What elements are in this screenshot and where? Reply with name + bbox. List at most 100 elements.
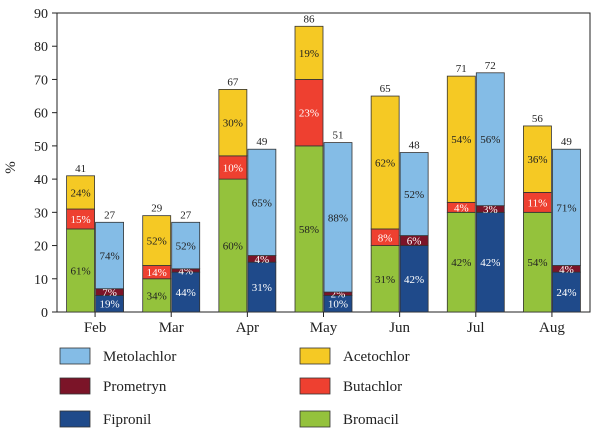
bar-total-label: 51 <box>333 130 344 142</box>
legend-swatch <box>59 347 91 365</box>
bar-segment-acetochlor <box>370 95 400 230</box>
y-tick-label: 50 <box>34 140 48 155</box>
bar-total-label: 72 <box>485 60 496 72</box>
data-label: 30% <box>223 118 243 130</box>
data-label: 36% <box>527 154 547 166</box>
data-label: 34% <box>147 290 167 302</box>
x-tick-label: Mar <box>159 320 184 336</box>
legend-swatch <box>299 377 331 395</box>
bar-total-label: 41 <box>75 163 86 175</box>
bar-segment-metolachlor <box>552 148 581 266</box>
x-tick-label: May <box>310 320 338 336</box>
bar-total-label: 49 <box>256 136 268 148</box>
x-tick-label: Jun <box>389 320 410 336</box>
bar-segment-bromacil <box>294 145 324 313</box>
legend: Metolachlor Acetochlor Prometryn Butachlor F… <box>59 347 410 428</box>
bar-segment-bromacil <box>142 278 172 313</box>
bar-total-label: 48 <box>409 140 421 152</box>
data-label: 65% <box>252 197 272 209</box>
bar-segment-fipronil <box>475 211 505 313</box>
y-tick-label: 0 <box>41 306 48 321</box>
y-tick-label: 90 <box>34 7 48 22</box>
data-label: 54% <box>451 134 471 146</box>
data-label: 31% <box>252 282 272 294</box>
bar-total-label: 56 <box>532 113 544 125</box>
data-label: 58% <box>299 224 319 236</box>
legend-label: Prometryn <box>103 379 167 395</box>
legend-swatch <box>59 377 91 395</box>
bar-total-label: 27 <box>104 209 116 221</box>
legend-swatch <box>59 410 91 428</box>
data-label: 10% <box>328 299 348 311</box>
data-label: 52% <box>404 189 424 201</box>
bar-total-label: 67 <box>227 76 239 88</box>
data-label: 4% <box>559 264 574 276</box>
bar-segment-metolachlor <box>247 148 277 256</box>
y-tick-label: 40 <box>34 173 48 188</box>
data-label: 7% <box>102 287 117 299</box>
data-label: 4% <box>454 202 469 214</box>
data-label: 52% <box>176 241 196 253</box>
y-tick-label: 30 <box>34 206 48 221</box>
data-label: 56% <box>480 134 500 146</box>
x-tick-label: Apr <box>236 320 259 336</box>
data-label: 71% <box>556 202 576 214</box>
bar-segment-bromacil <box>446 211 476 313</box>
x-tick-label: Feb <box>84 320 107 336</box>
data-label: 10% <box>223 162 243 174</box>
data-label: 23% <box>299 108 319 120</box>
x-tick-label: Jul <box>467 320 485 336</box>
bar-segment-metolachlor <box>95 221 124 290</box>
bar-segment-bromacil <box>66 228 95 313</box>
legend-label: Butachlor <box>343 379 402 395</box>
legend-label: Bromacil <box>343 412 399 428</box>
data-label: 74% <box>99 251 119 263</box>
data-label: 19% <box>299 48 319 60</box>
plot-frame <box>56 12 591 313</box>
y-tick-label: 20 <box>34 240 48 255</box>
legend-label: Fipronil <box>103 412 151 428</box>
bars: 61%15%24%4119%7%74%2734%14%52%2944%4%52%… <box>66 13 581 313</box>
data-label: 24% <box>70 187 90 199</box>
bar-total-label: 65 <box>380 83 392 95</box>
bar-segment-metolachlor <box>399 152 429 236</box>
data-label: 88% <box>328 212 348 224</box>
data-label: 62% <box>375 158 395 170</box>
bar-segment-acetochlor <box>142 215 172 266</box>
data-label: 15% <box>70 214 90 226</box>
data-label: 11% <box>528 197 548 209</box>
bar-segment-acetochlor <box>523 125 552 193</box>
axes: 0 10 20 30 40 50 60 70 80 90% Feb Mar Apr May Jun Jul Au… <box>3 7 591 336</box>
data-label: 3% <box>483 204 498 216</box>
bar-segment-metolachlor <box>323 142 353 293</box>
data-label: 61% <box>70 265 90 277</box>
bar-total-label: 71 <box>456 63 467 75</box>
legend-swatch <box>299 347 331 365</box>
legend-label: Acetochlor <box>343 349 410 365</box>
bar-segment-metolachlor <box>475 72 505 207</box>
y-axis-label: % <box>3 161 19 174</box>
data-label: 52% <box>147 236 167 248</box>
data-label: 60% <box>223 241 243 253</box>
bar-segment-fipronil <box>247 261 277 313</box>
bar-segment-bromacil <box>370 245 400 313</box>
data-label: 54% <box>527 257 547 269</box>
bar-segment-acetochlor <box>66 175 95 210</box>
bar-total-label: 49 <box>561 136 573 148</box>
bar-segment-fipronil <box>552 271 581 313</box>
bar-segment-bromacil <box>218 178 248 313</box>
bar-segment-acetochlor <box>294 25 324 80</box>
y-tick-label: 10 <box>34 273 48 288</box>
bar-total-label: 86 <box>304 13 316 25</box>
data-label: 42% <box>451 257 471 269</box>
data-label: 42% <box>404 274 424 286</box>
data-label: 6% <box>407 236 422 248</box>
bar-segment-fipronil <box>171 271 201 313</box>
data-label: 42% <box>480 257 500 269</box>
y-tick-label: 70 <box>34 73 48 88</box>
y-tick-label: 60 <box>34 107 48 122</box>
data-label: 19% <box>99 299 119 311</box>
x-tick-label: Aug <box>539 320 565 336</box>
data-label: 4% <box>255 254 270 266</box>
